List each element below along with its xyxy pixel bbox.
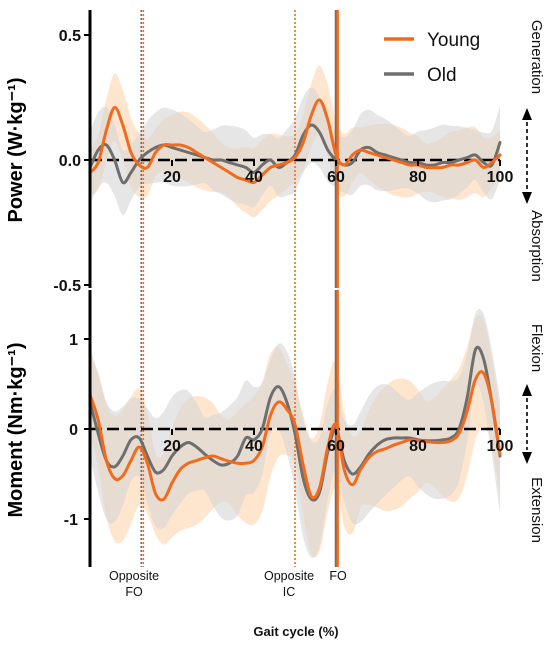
- moment-ytick-label: 1: [69, 332, 78, 349]
- power-ytick-label: 0.0: [59, 153, 81, 170]
- legend-young-label: Young: [427, 30, 480, 51]
- power-y-axis-label: Power (W·kg⁻¹): [5, 78, 27, 223]
- x-tick-label: 80: [409, 169, 427, 186]
- x-tick-label: 20: [163, 438, 181, 455]
- moment-ytick-label: -1: [64, 512, 78, 529]
- x-tick-label: 20: [163, 169, 181, 186]
- old-series-line: [88, 345, 502, 502]
- x-tick-label: 100: [487, 169, 514, 186]
- extension-label: Extension: [528, 477, 545, 543]
- opposite-ic-label: Opposite: [264, 569, 314, 583]
- power-direction-labels: Generation Absorption: [522, 20, 545, 282]
- x-tick-label: 40: [245, 169, 263, 186]
- arrow-up-icon: [522, 108, 532, 120]
- power-ytick-label: -0.5: [53, 278, 81, 295]
- flexion-label: Flexion: [528, 324, 545, 372]
- fo-label: FO: [329, 569, 347, 583]
- moment-direction-labels: Flexion Extension: [522, 324, 545, 543]
- x-tick-label: 80: [409, 438, 427, 455]
- arrow-down-icon: [522, 192, 532, 204]
- x-tick-label: 100: [487, 438, 514, 455]
- old-series-line: [88, 123, 502, 185]
- opposite-fo-label: FO: [125, 585, 143, 599]
- arrow-down-icon: [522, 452, 532, 464]
- absorption-label: Absorption: [528, 210, 545, 282]
- legend: Young Old: [384, 30, 480, 86]
- opposite-fo-label: Opposite: [109, 569, 159, 583]
- legend-old-label: Old: [427, 65, 457, 86]
- moment-ytick-label: 0: [69, 422, 78, 439]
- moment-y-axis-label: Moment (Nm·kg⁻¹): [5, 343, 27, 518]
- opposite-ic-label: IC: [283, 585, 296, 599]
- young-series-line: [88, 98, 502, 185]
- x-tick-label: 40: [245, 438, 263, 455]
- power-ytick-label: 0.5: [59, 28, 81, 45]
- x-axis-label: Gait cycle (%): [253, 624, 338, 639]
- power-panel: 0.5 0.0 -0.5 20 40 60 80 100 Power (W·kg⁻¹): [5, 10, 513, 295]
- x-tick-label: 60: [327, 438, 345, 455]
- generation-label: Generation: [528, 20, 545, 94]
- x-tick-label: 60: [327, 169, 345, 186]
- moment-panel: 1 0 -1 20 40 60 80 100 Moment (Nm·kg⁻¹): [5, 290, 513, 567]
- young-series-line: [88, 370, 502, 502]
- arrow-up-icon: [522, 384, 532, 396]
